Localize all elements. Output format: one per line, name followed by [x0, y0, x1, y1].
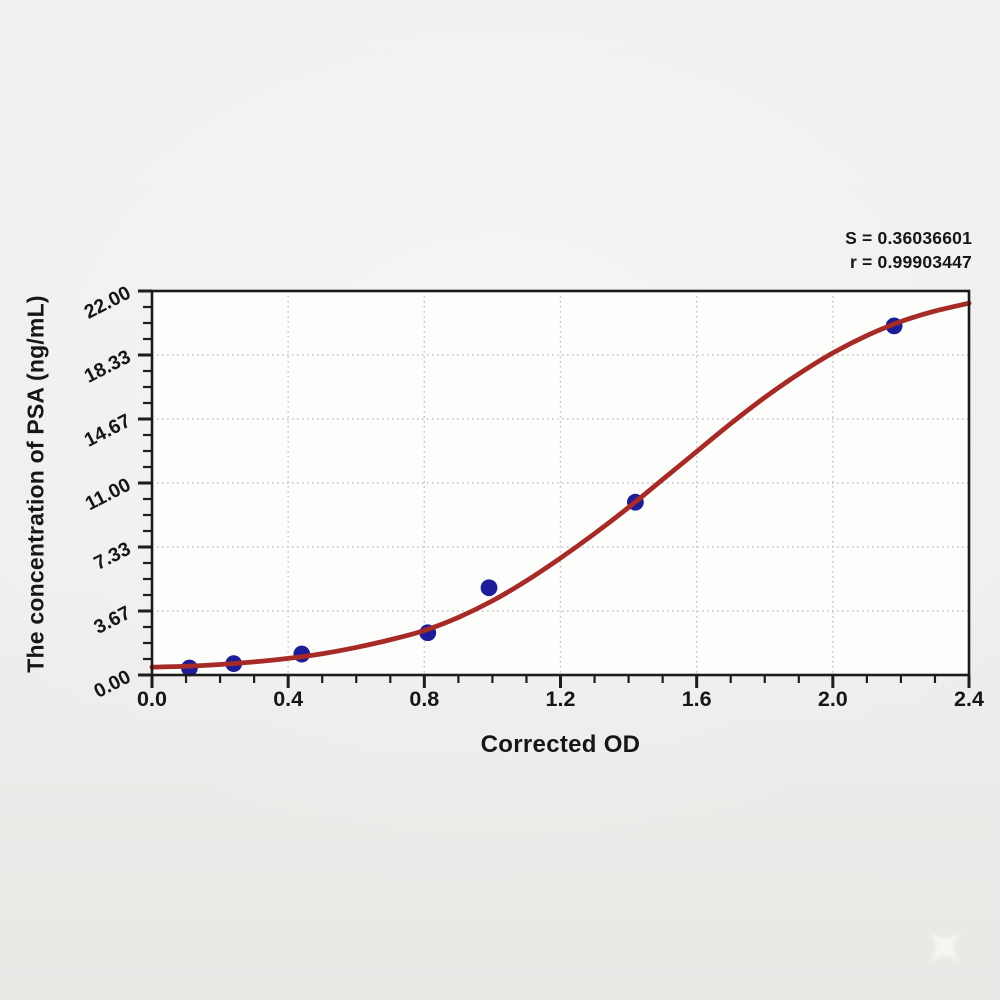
- fit-curve: [149, 300, 972, 670]
- y-tick-label: 14.67: [81, 410, 134, 452]
- x-tick-label: 1.6: [682, 687, 712, 711]
- x-tick-label: 1.2: [546, 687, 576, 711]
- fit-curve-path: [149, 300, 972, 670]
- fit-statistic-s: S = 0.36036601: [845, 228, 972, 248]
- x-tick-label: 0.0: [137, 687, 167, 711]
- x-tick-label: 0.8: [409, 687, 439, 711]
- x-tick-label: 2.4: [954, 687, 984, 711]
- x-axis-title: Corrected OD: [480, 731, 641, 758]
- axis-ticks: [138, 289, 971, 688]
- x-tick-label: 2.0: [818, 687, 848, 711]
- fit-statistic-r: r = 0.99903447: [849, 252, 972, 272]
- y-axis-title: The concentration of PSA (ng/mL): [22, 295, 49, 673]
- y-tick-label: 7.33: [90, 538, 134, 575]
- sparkle-watermark-icon: [928, 930, 962, 964]
- y-tick-label: 22.00: [81, 282, 135, 324]
- x-axis-tick-labels: 0.0 0.4 0.8 1.2 1.6 2.0 2.4: [137, 687, 984, 711]
- y-tick-label: 3.67: [90, 602, 134, 639]
- data-point: [480, 579, 498, 597]
- y-axis-tick-labels: 0.00 3.67 7.33 11.00 14.67 18.33 22.00: [81, 282, 135, 703]
- y-tick-label: 11.00: [82, 474, 135, 515]
- fit-statistics: S = 0.36036601 r = 0.99903447: [845, 226, 972, 274]
- x-tick-label: 0.4: [273, 687, 303, 711]
- y-tick-label: 0.00: [90, 666, 134, 703]
- gridlines: [152, 291, 969, 675]
- plot-frame: [150, 289, 971, 677]
- y-tick-label: 18.33: [81, 346, 135, 388]
